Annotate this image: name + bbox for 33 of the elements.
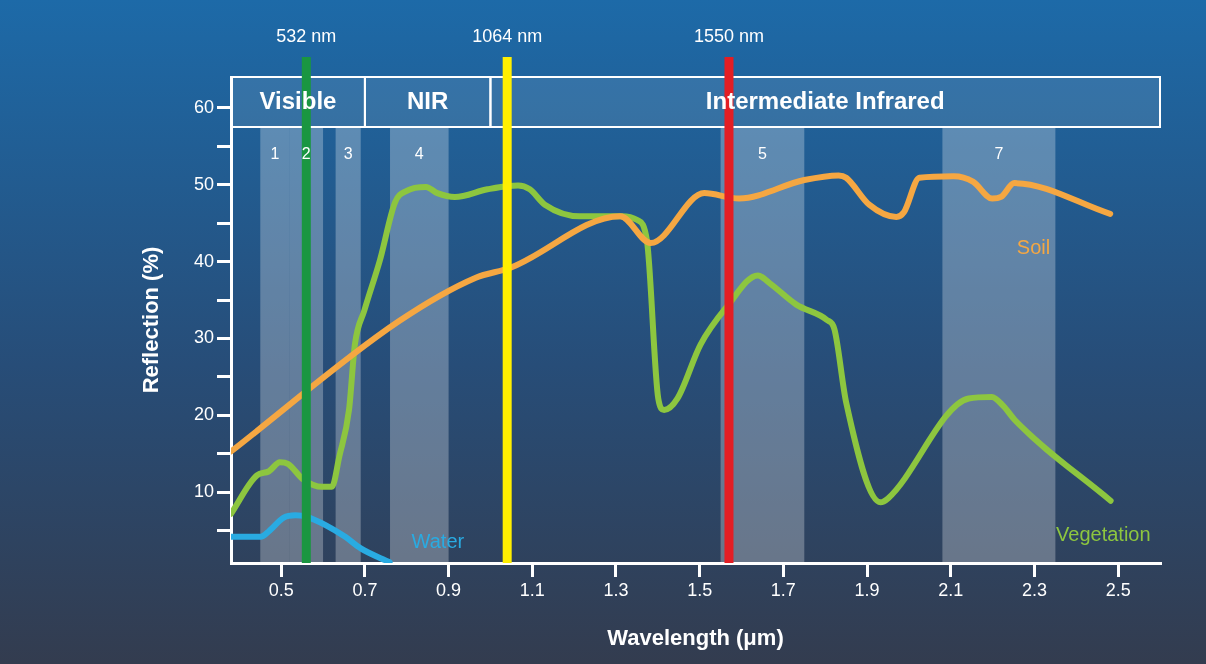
x-tick-label: 1.5 xyxy=(687,579,713,600)
band-label: 4 xyxy=(414,145,424,163)
x-tick-label: 0.7 xyxy=(352,579,378,600)
y-tick-label: 40 xyxy=(193,250,214,271)
y-axis-title: Reflection (%) xyxy=(138,246,164,394)
band-label: 5 xyxy=(758,145,767,163)
x-tick-label: 0.9 xyxy=(436,579,462,600)
y-tick-label: 60 xyxy=(193,96,214,117)
band-label: 7 xyxy=(994,145,1004,163)
x-tick-label: 2.5 xyxy=(1105,579,1131,600)
band-label: 1 xyxy=(270,145,280,163)
ref-line-label: 532 nm xyxy=(276,25,337,46)
x-tick-label: 2.1 xyxy=(938,579,964,600)
x-tick-label: 1.3 xyxy=(603,579,629,600)
band-label: 3 xyxy=(343,145,353,163)
ref-line-label: 1550 nm xyxy=(693,25,765,46)
x-tick-label: 2.3 xyxy=(1021,579,1047,600)
ref-line-label: 1064 nm xyxy=(472,25,543,46)
series-label: Vegetation xyxy=(1056,523,1151,546)
y-tick-label: 20 xyxy=(193,404,214,425)
x-tick-label: 0.5 xyxy=(268,579,294,600)
x-tick-label: 1.7 xyxy=(770,579,796,600)
y-tick-label: 30 xyxy=(193,327,214,348)
text: Soil xyxy=(1016,236,1051,259)
band-label: 2 xyxy=(301,145,311,163)
series-label: Water xyxy=(411,529,465,552)
band-label: Visible xyxy=(259,86,337,114)
x-axis-title: Wavelength (μm) xyxy=(607,624,784,650)
y-tick-label: 50 xyxy=(193,173,214,194)
y-tick-label: 10 xyxy=(193,481,214,502)
band-label: NIR xyxy=(407,86,449,114)
x-tick-label: 1.1 xyxy=(519,579,545,600)
x-tick-label: 1.9 xyxy=(854,579,880,600)
